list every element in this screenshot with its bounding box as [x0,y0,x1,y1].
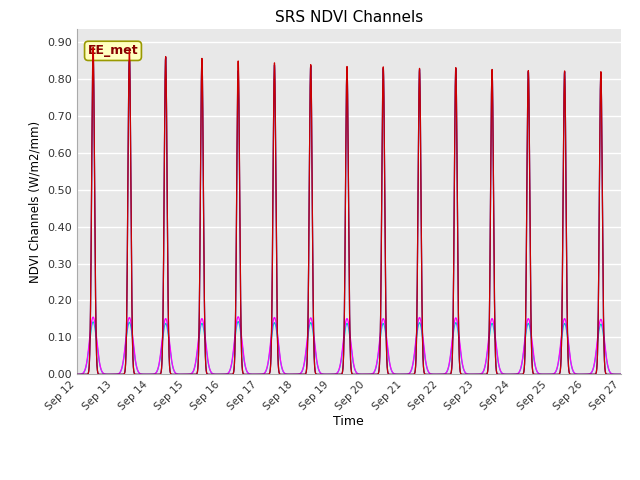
NDVI_650in [209,372,216,377]
NDVI_810in [422,372,430,377]
NDVI_810out [234,319,242,324]
NDVI_810out [209,371,216,376]
NDVI_810out [463,371,470,376]
NDVI_650out [582,372,589,377]
Title: SRS NDVI Channels: SRS NDVI Channels [275,10,423,25]
NDVI_810out [582,372,589,377]
NDVI_810in [209,372,216,377]
Y-axis label: NDVI Channels (W/m2/mm): NDVI Channels (W/m2/mm) [29,120,42,283]
NDVI_650out [330,372,338,377]
Line: NDVI_810out: NDVI_810out [77,322,621,374]
NDVI_650in [90,45,97,50]
NDVI_650in [402,372,410,377]
NDVI_650in [73,372,81,377]
Text: EE_met: EE_met [88,44,138,57]
NDVI_810out [402,372,410,377]
NDVI_650in [330,372,338,377]
NDVI_810in [617,372,625,377]
NDVI_810out [73,372,81,377]
NDVI_810in [402,372,410,377]
NDVI_650out [209,371,216,376]
Legend: NDVI_650in, NDVI_810in, NDVI_650out, NDVI_810out: NDVI_650in, NDVI_810in, NDVI_650out, NDV… [100,478,597,480]
NDVI_810in [125,47,133,53]
NDVI_650out [73,372,81,377]
NDVI_650in [617,372,625,377]
NDVI_650out [617,372,625,377]
NDVI_810out [422,361,430,367]
Line: NDVI_810in: NDVI_810in [77,50,621,374]
NDVI_650out [422,360,430,366]
Line: NDVI_650out: NDVI_650out [77,317,621,374]
NDVI_650out [402,372,410,377]
X-axis label: Time: Time [333,415,364,428]
NDVI_810out [330,372,338,377]
NDVI_650in [422,372,430,377]
NDVI_810out [617,372,625,377]
NDVI_650out [463,371,470,376]
NDVI_810in [73,372,81,377]
Line: NDVI_650in: NDVI_650in [77,48,621,374]
NDVI_810in [582,372,589,377]
NDVI_810in [330,372,338,377]
NDVI_810in [463,372,470,377]
NDVI_650in [463,372,470,377]
NDVI_650in [582,372,589,377]
NDVI_650out [234,314,242,320]
